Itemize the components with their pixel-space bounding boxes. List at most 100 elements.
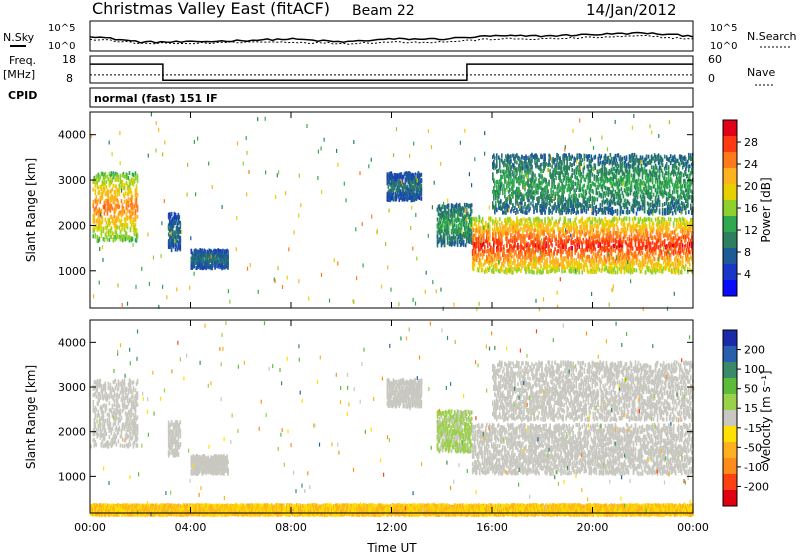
data-cell [568, 235, 570, 239]
data-cell [131, 216, 133, 220]
data-cell [643, 258, 645, 262]
data-cell [658, 246, 660, 250]
data-cell [93, 234, 95, 238]
data-cell [611, 250, 613, 254]
data-cell [649, 217, 651, 221]
data-cell [676, 225, 678, 229]
data-cell [501, 267, 503, 271]
data-cell [594, 258, 596, 262]
data-cell [133, 173, 135, 177]
data-cell [127, 223, 129, 227]
data-cell [135, 176, 137, 180]
data-cell [641, 229, 643, 233]
data-cell [168, 233, 170, 237]
nsearch-series [90, 36, 693, 45]
data-cell [495, 217, 497, 221]
data-cell [641, 269, 643, 273]
data-cell [100, 175, 102, 179]
data-cell [611, 238, 613, 242]
data-cell [531, 225, 533, 229]
data-cell [93, 188, 95, 192]
data-cell [543, 230, 545, 234]
data-cell [541, 259, 543, 263]
data-cell [681, 271, 683, 275]
data-cell [101, 226, 103, 230]
data-cell [681, 240, 683, 244]
data-cell [619, 217, 621, 221]
data-cell [473, 228, 475, 232]
data-cell [506, 243, 508, 247]
data-cell [124, 200, 126, 204]
data-cell [611, 245, 613, 249]
data-cell [640, 217, 642, 221]
data-cell [98, 186, 100, 190]
data-cell [111, 226, 113, 230]
data-cell [127, 209, 129, 213]
freq-label: Freq. [9, 54, 36, 67]
data-cell [98, 199, 100, 203]
data-cell [105, 174, 107, 178]
data-cell [227, 261, 229, 265]
data-cell [119, 205, 121, 209]
data-cell [121, 235, 123, 239]
data-cell [653, 222, 655, 226]
nsearch-label: N.Search [747, 30, 797, 43]
data-cell [487, 240, 489, 244]
data-cell [445, 205, 447, 209]
data-cell [631, 229, 633, 233]
data-cell [419, 196, 421, 200]
data-cell [672, 270, 674, 274]
data-cell [546, 266, 548, 270]
data-cell [595, 217, 597, 221]
data-cell [669, 268, 671, 272]
data-cell [456, 203, 458, 207]
data-cell [577, 255, 579, 259]
freq-series [90, 64, 693, 80]
data-cell [480, 230, 482, 234]
data-cell [501, 242, 503, 246]
data-cell [107, 238, 109, 242]
data-cell [652, 241, 654, 245]
data-cell [688, 232, 690, 236]
data-cell [504, 194, 506, 198]
data-cell [643, 242, 645, 246]
noise-left-tick-bottom: 10^0 [48, 41, 75, 52]
data-cell [551, 243, 553, 247]
data-cell [499, 164, 501, 168]
data-cell [591, 228, 593, 232]
data-cell [665, 259, 667, 263]
data-cell [444, 239, 446, 243]
data-cell [136, 199, 138, 203]
data-cell [627, 237, 629, 241]
data-cell [421, 173, 423, 177]
data-cell [93, 200, 95, 204]
data-cell [118, 200, 120, 204]
data-cell [179, 215, 181, 219]
data-cell [686, 248, 688, 252]
data-cell [659, 220, 661, 224]
data-cell [613, 235, 615, 239]
data-cell [177, 226, 179, 230]
data-cell [673, 252, 675, 256]
freq-unit: [MHz] [3, 68, 35, 81]
data-cell [601, 252, 603, 256]
data-cell [551, 236, 553, 240]
data-cell [476, 218, 478, 222]
data-cell [530, 258, 532, 262]
data-cell [622, 248, 624, 252]
data-cell [570, 227, 572, 231]
data-cell [504, 159, 506, 163]
data-cell [482, 268, 484, 272]
data-cell [662, 256, 664, 260]
data-cell [131, 191, 133, 195]
data-cell [561, 240, 563, 244]
data-cell [106, 185, 108, 189]
data-cell [493, 246, 495, 250]
data-cell [495, 201, 497, 205]
data-cell [568, 247, 570, 251]
data-cell [103, 227, 105, 231]
data-cell [671, 247, 673, 251]
data-cell [644, 237, 646, 241]
data-cell [504, 260, 506, 264]
